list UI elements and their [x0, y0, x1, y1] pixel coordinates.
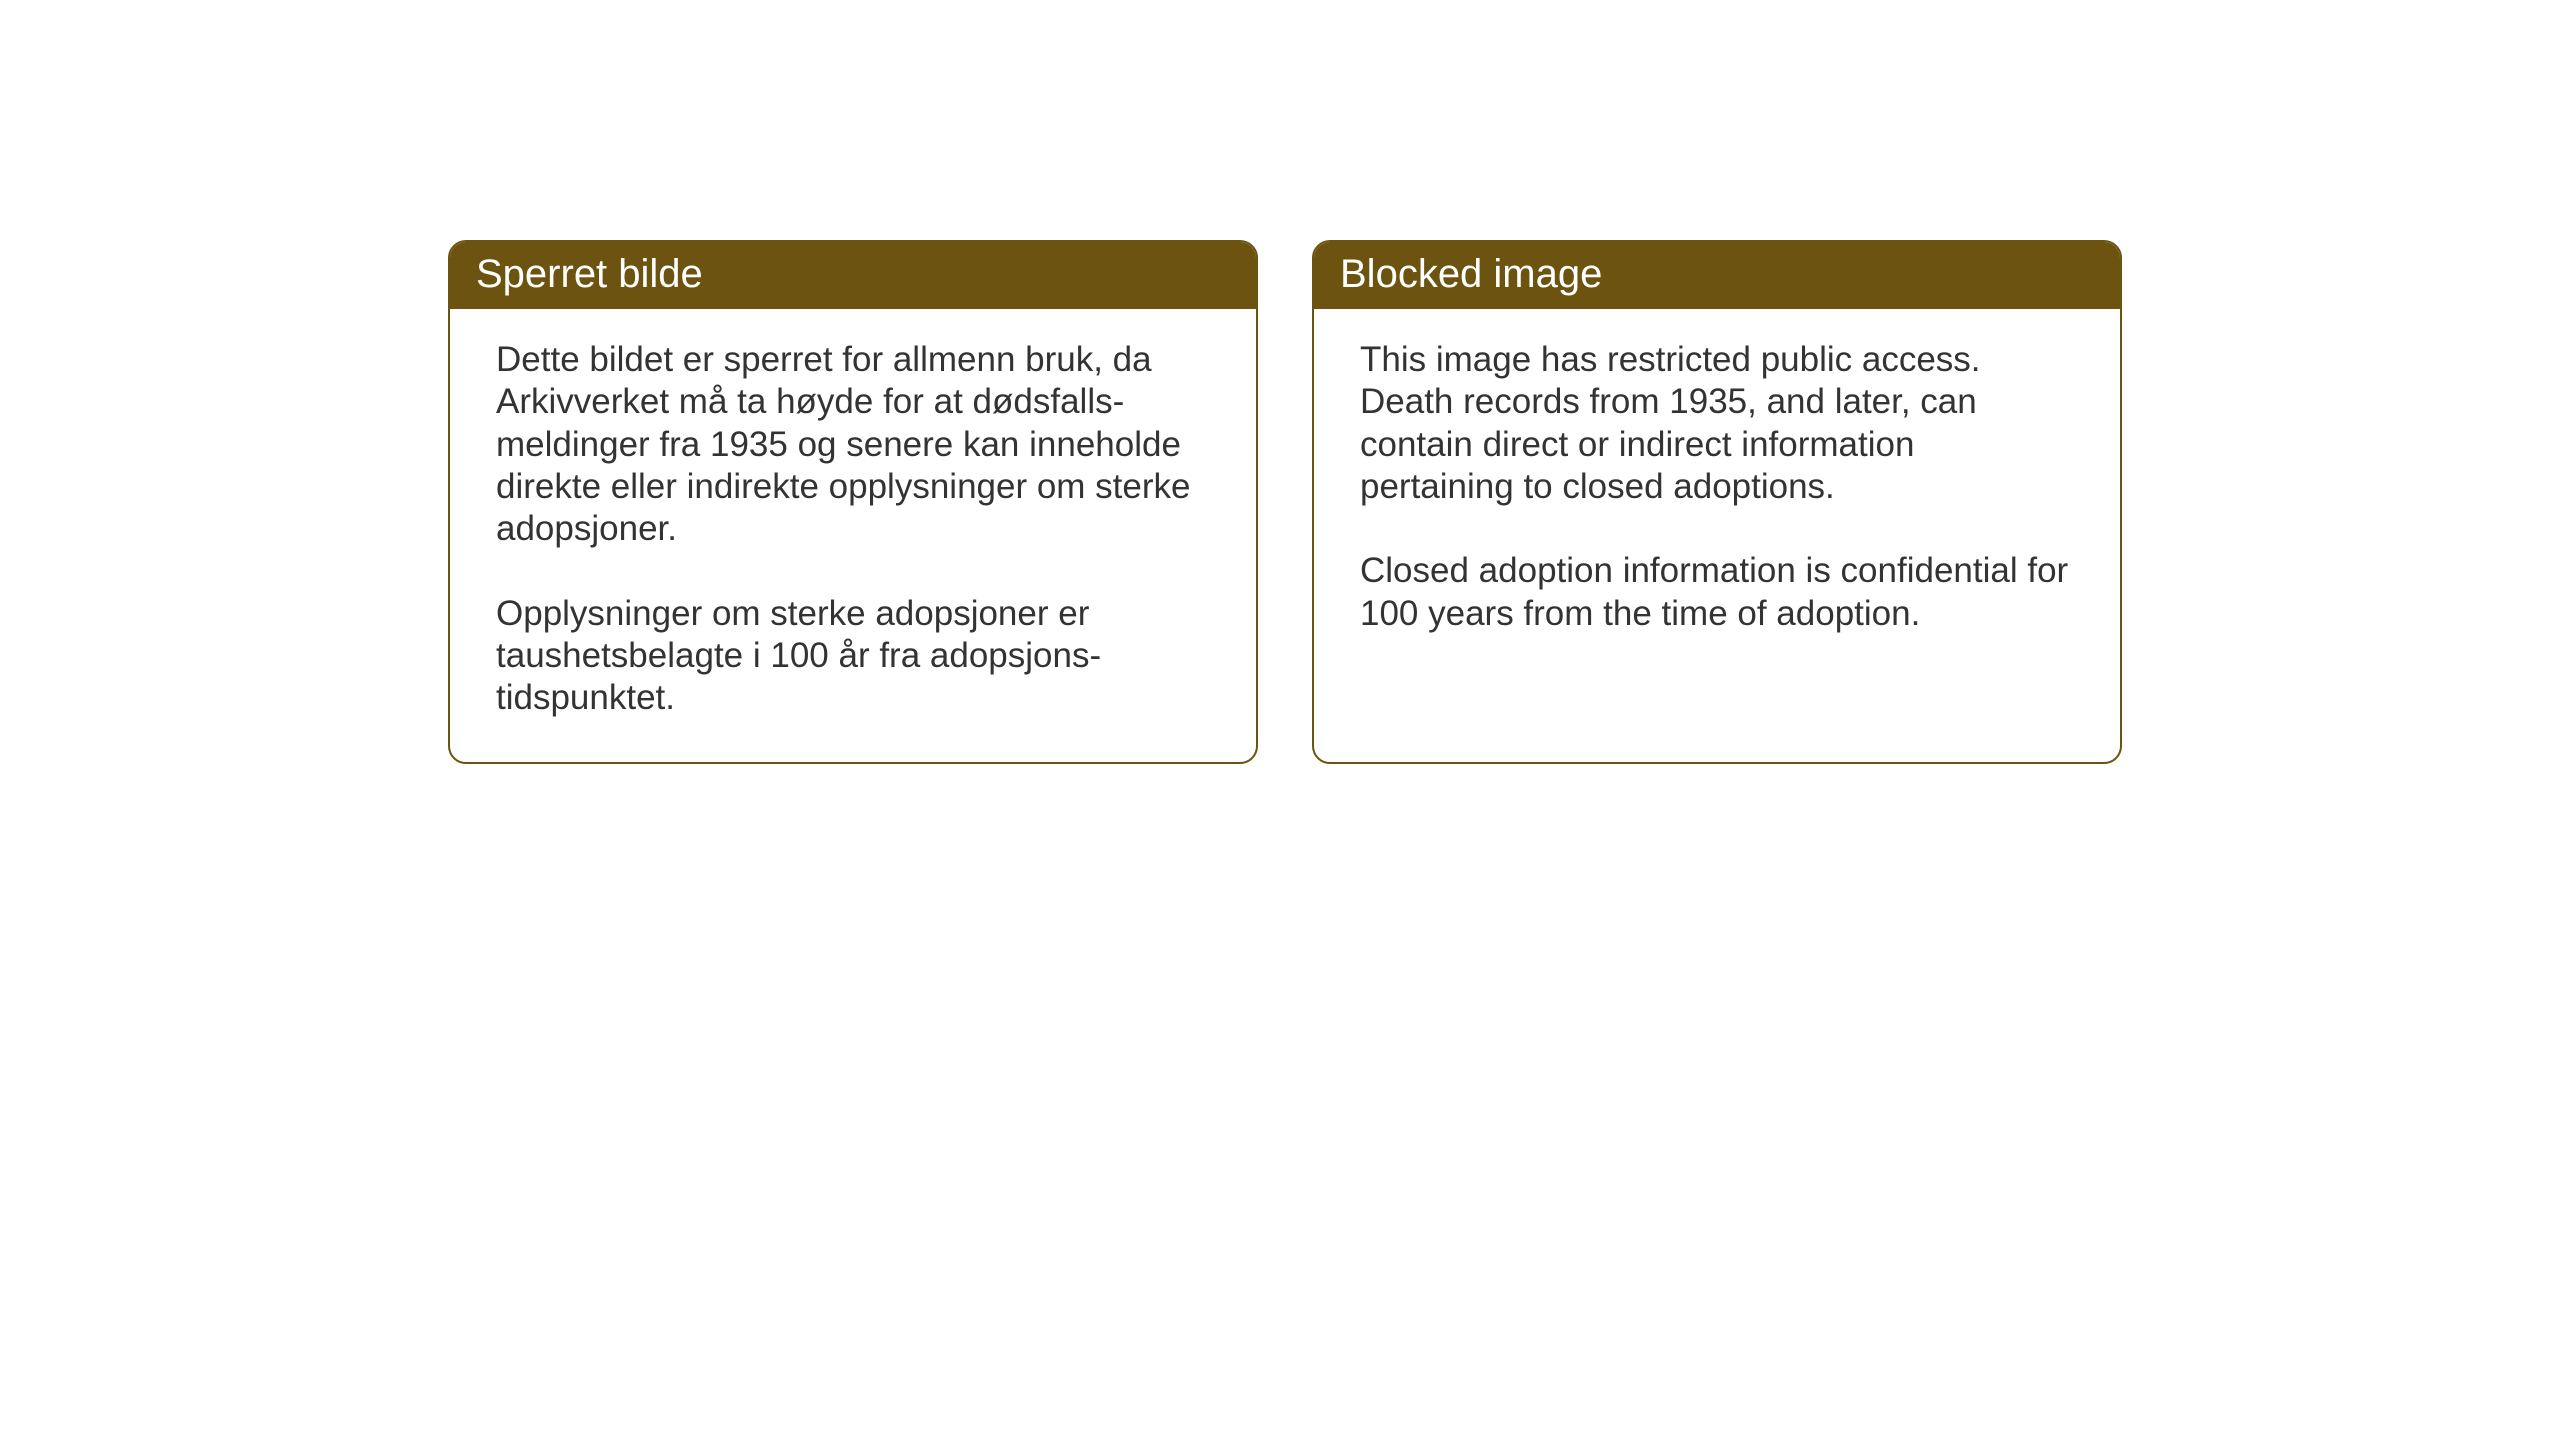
english-card-body: This image has restricted public access.… — [1314, 309, 2120, 677]
norwegian-card: Sperret bilde Dette bildet er sperret fo… — [448, 240, 1258, 764]
norwegian-paragraph-1: Dette bildet er sperret for allmenn bruk… — [496, 339, 1210, 551]
english-card-title: Blocked image — [1340, 252, 1602, 296]
norwegian-card-title: Sperret bilde — [476, 252, 703, 296]
norwegian-card-header: Sperret bilde — [450, 242, 1256, 309]
norwegian-card-body: Dette bildet er sperret for allmenn bruk… — [450, 309, 1256, 762]
notice-container: Sperret bilde Dette bildet er sperret fo… — [448, 240, 2122, 764]
norwegian-paragraph-2: Opplysninger om sterke adopsjoner er tau… — [496, 593, 1210, 720]
english-paragraph-1: This image has restricted public access.… — [1360, 339, 2074, 508]
english-card-header: Blocked image — [1314, 242, 2120, 309]
english-paragraph-2: Closed adoption information is confident… — [1360, 550, 2074, 635]
english-card: Blocked image This image has restricted … — [1312, 240, 2122, 764]
